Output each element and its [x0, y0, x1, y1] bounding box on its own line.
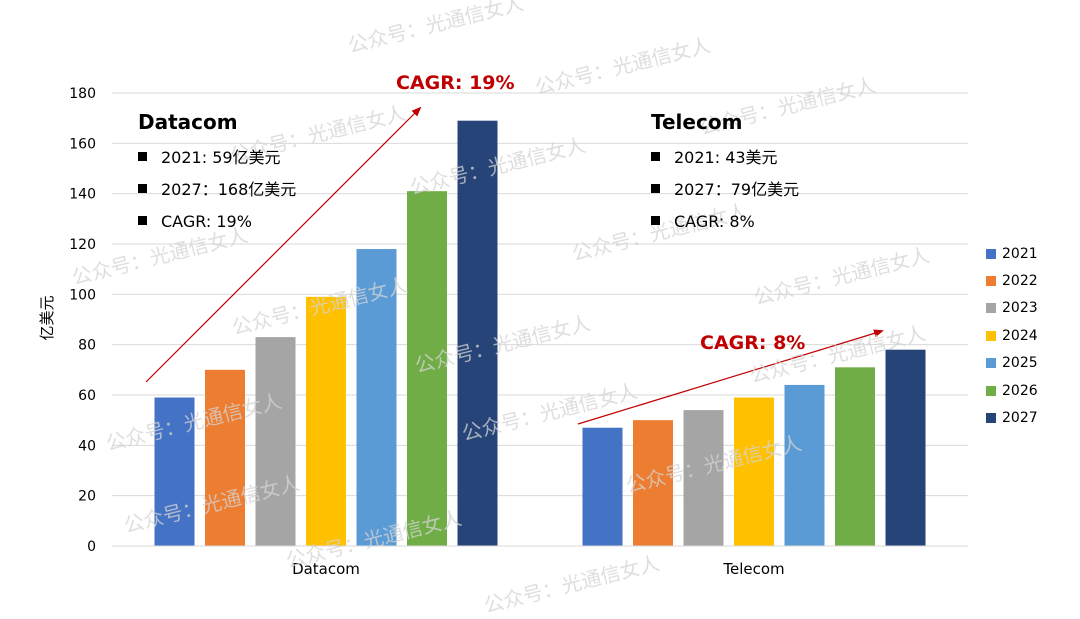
y-tick-label: 0	[87, 539, 96, 555]
y-tick-label: 80	[78, 338, 96, 354]
telecom-panel-item-text: 2021: 43美元	[674, 148, 778, 167]
legend-item: 2022	[986, 267, 1038, 294]
y-tick-label: 120	[69, 237, 96, 253]
legend-swatch	[986, 276, 996, 287]
y-tick-label: 40	[78, 438, 96, 454]
legend-label: 2027	[1002, 410, 1038, 427]
y-tick-label: 160	[69, 136, 96, 152]
bar-datacom-2023	[255, 337, 296, 546]
bar-telecom-2021	[582, 427, 623, 546]
legend-label: 2025	[1002, 355, 1038, 372]
datacom-panel-item: 2027：168亿美元	[138, 174, 296, 206]
datacom-cagr-label: CAGR: 19%	[396, 72, 515, 94]
legend-swatch	[986, 330, 996, 341]
x-category-label: Telecom	[722, 560, 784, 578]
y-tick-label: 100	[69, 287, 96, 303]
legend-item: 2024	[986, 322, 1038, 349]
legend-item: 2026	[986, 377, 1038, 404]
telecom-panel-item-text: CAGR: 8%	[674, 212, 755, 231]
legend-item: 2025	[986, 350, 1038, 377]
legend-item: 2023	[986, 295, 1038, 322]
bullet-icon	[651, 216, 660, 225]
legend-swatch	[986, 358, 996, 369]
bar-datacom-2024	[306, 296, 346, 546]
bars	[154, 120, 926, 547]
bar-telecom-2023	[683, 410, 724, 546]
bullet-icon	[651, 152, 660, 161]
legend-swatch	[986, 385, 996, 396]
legend-label: 2024	[1002, 327, 1038, 344]
telecom-panel-title: Telecom	[651, 110, 743, 134]
bullet-icon	[138, 184, 147, 193]
legend-label: 2026	[1002, 382, 1038, 399]
y-tick-label: 60	[78, 388, 96, 404]
telecom-panel-item: 2027：79亿美元	[651, 174, 799, 206]
bar-telecom-2027	[885, 349, 926, 546]
datacom-cagr-arrow	[145, 106, 422, 383]
legend-swatch	[986, 303, 996, 314]
telecom-info-panel: Telecom 2021: 43美元 2027：79亿美元 CAGR: 8%	[651, 110, 799, 238]
y-tick-label: 180	[69, 86, 96, 102]
datacom-panel-item: 2021: 59亿美元	[138, 142, 296, 174]
datacom-panel-item-text: CAGR: 19%	[161, 212, 252, 231]
x-category-label: Datacom	[292, 560, 360, 578]
bar-telecom-2024	[734, 397, 774, 546]
legend-swatch	[986, 413, 996, 424]
datacom-panel-item-text: 2027：168亿美元	[161, 180, 297, 199]
telecom-panel-item-text: 2027：79亿美元	[674, 180, 800, 199]
bar-datacom-2022	[205, 369, 245, 546]
legend-label: 2021	[1002, 245, 1038, 262]
bullet-icon	[651, 184, 660, 193]
datacom-panel-item-text: 2021: 59亿美元	[161, 148, 281, 167]
bullet-icon	[138, 216, 147, 225]
bar-telecom-2022	[633, 420, 673, 546]
y-tick-label: 20	[78, 489, 96, 505]
x-axis-categories: Datacom Telecom	[292, 560, 785, 578]
telecom-cagr-label: CAGR: 8%	[700, 332, 806, 354]
bar-telecom-2025	[784, 384, 825, 546]
bar-datacom-2021	[154, 397, 195, 546]
datacom-info-panel: Datacom 2021: 59亿美元 2027：168亿美元 CAGR: 19…	[138, 110, 296, 238]
bar-datacom-2027	[457, 120, 498, 546]
legend-label: 2023	[1002, 300, 1038, 317]
telecom-cagr-arrow	[577, 329, 884, 425]
telecom-panel-item: 2021: 43美元	[651, 142, 799, 174]
datacom-panel-item: CAGR: 19%	[138, 206, 296, 238]
y-axis-ticks: 0 20 40 60 80 100 120 140 160 180	[69, 86, 96, 555]
datacom-panel-title: Datacom	[138, 110, 238, 134]
gridlines	[112, 92, 968, 497]
bullet-icon	[138, 152, 147, 161]
legend: 2021 2022 2023 2024 2025 2026 2027	[986, 240, 1038, 432]
y-axis-label: 亿美元	[38, 295, 56, 340]
bar-datacom-2026	[407, 191, 447, 546]
legend-item: 2021	[986, 240, 1038, 267]
bar-telecom-2026	[835, 367, 875, 546]
legend-label: 2022	[1002, 273, 1038, 290]
y-tick-label: 140	[69, 187, 96, 203]
bar-datacom-2025	[356, 249, 397, 547]
legend-item: 2027	[986, 404, 1038, 431]
legend-swatch	[986, 248, 996, 259]
telecom-panel-item: CAGR: 8%	[651, 206, 799, 238]
